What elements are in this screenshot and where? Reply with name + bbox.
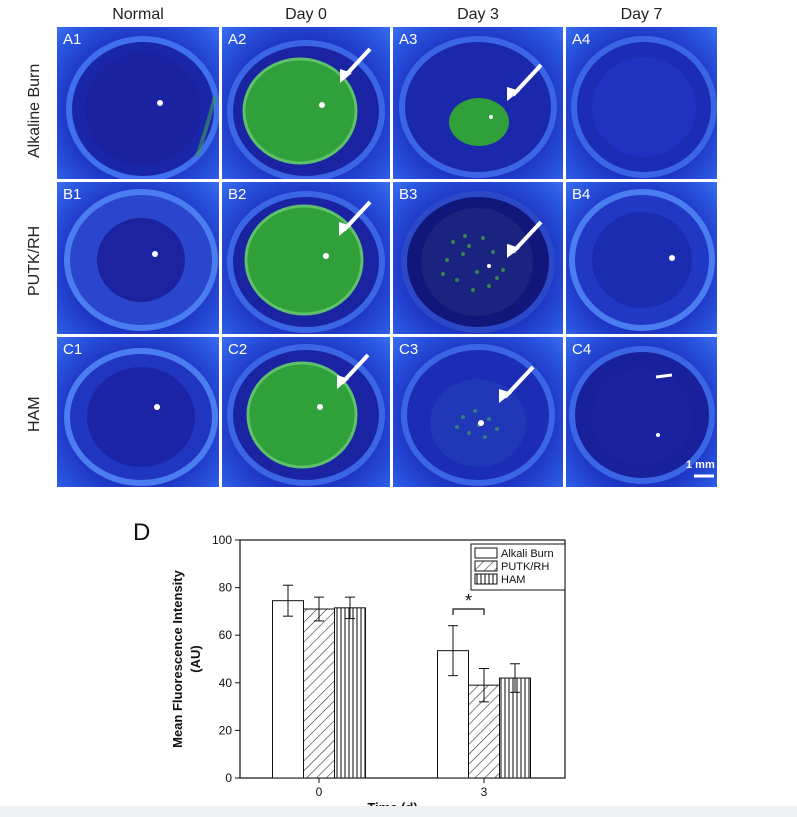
bar-putk-rh-0 xyxy=(303,608,335,779)
panel-b1: B1 xyxy=(57,182,219,334)
panel-a3: A3 xyxy=(393,27,563,179)
eye-a1-image xyxy=(66,36,219,179)
legend-label: PUTK/RH xyxy=(501,561,549,573)
y-tick-label: 40 xyxy=(219,676,233,690)
panel-label-b3: B3 xyxy=(399,186,418,203)
eye-c4-image xyxy=(569,346,715,484)
significance-star: * xyxy=(465,591,472,611)
y-tick-label: 100 xyxy=(212,533,232,547)
eye-c2-image xyxy=(227,344,385,486)
panel-label-b2: B2 xyxy=(228,186,247,203)
legend-swatch xyxy=(474,573,498,585)
panel-b3: B3 xyxy=(393,182,563,334)
legend-swatch xyxy=(474,560,498,572)
y-axis-label: Mean Fluorescence Intensity xyxy=(170,569,185,747)
eye-b2-image xyxy=(227,191,385,333)
panel-label-a4: A4 xyxy=(572,31,591,48)
y-tick-label: 60 xyxy=(219,628,233,642)
eye-a3-image xyxy=(399,36,557,178)
bar-chart-d: D 0 20 40 60 80 100 Mean Fluorescence Intensity… xyxy=(133,519,566,812)
arrow-b3 xyxy=(511,220,543,254)
column-header-day0: Day 0 xyxy=(285,6,327,23)
column-header-day7: Day 7 xyxy=(620,6,663,23)
panel-label-b1: B1 xyxy=(63,186,82,203)
eye-c3-image xyxy=(401,344,555,486)
panel-c2: C2 xyxy=(222,337,390,487)
panel-c1: C1 xyxy=(57,337,219,487)
panel-c4: C4 1 mm xyxy=(566,337,717,487)
panel-label-c4: C4 xyxy=(572,341,592,358)
y-axis-label: (AU) xyxy=(188,645,203,672)
x-tick-label: 0 xyxy=(316,785,323,799)
footer-bar xyxy=(0,806,797,817)
bar-ham-3 xyxy=(499,677,531,779)
legend-swatch xyxy=(474,547,498,559)
panel-a2: A2 xyxy=(222,27,390,179)
panel-label-d: D xyxy=(133,519,150,546)
legend-label: HAM xyxy=(501,574,525,586)
column-header-normal: Normal xyxy=(112,6,164,23)
arrow-c3 xyxy=(503,365,535,399)
y-tick-label: 20 xyxy=(219,723,233,737)
eye-b3-image xyxy=(401,191,555,333)
panel-label-a3: A3 xyxy=(399,31,418,48)
panel-label-c3: C3 xyxy=(399,341,419,358)
eye-c1-image xyxy=(64,348,218,486)
panel-label-c1: C1 xyxy=(63,341,83,358)
eye-a2-image xyxy=(227,40,385,179)
panel-label-a2: A2 xyxy=(228,31,247,48)
significance-bracket xyxy=(452,608,485,616)
eye-b4-image xyxy=(569,189,715,331)
y-tick-label: 0 xyxy=(225,771,232,785)
arrow-a3 xyxy=(511,63,543,97)
panel-b2: B2 xyxy=(222,182,390,334)
panel-b4: B4 xyxy=(566,182,717,334)
panel-label-b4: B4 xyxy=(572,186,591,203)
column-header-day3: Day 3 xyxy=(457,6,499,23)
panel-a1: A1 xyxy=(57,27,219,179)
row-header-putk-rh: PUTK/RH xyxy=(26,225,43,296)
x-tick-label: 3 xyxy=(481,785,488,799)
scale-bar-label: 1 mm xyxy=(686,459,715,471)
legend-label: Alkali Burn xyxy=(501,548,554,560)
row-header-alkaline-burn: Alkaline Burn xyxy=(26,63,43,158)
panel-label-a1: A1 xyxy=(63,31,82,48)
row-header-ham: HAM xyxy=(26,396,43,432)
eye-a4-image xyxy=(571,36,717,178)
bar-ham-0 xyxy=(334,607,366,779)
eye-b1-image xyxy=(64,189,218,331)
image-grid: A1 A2 A3 A4 xyxy=(57,27,717,487)
bar-alkali-burn-0 xyxy=(272,600,304,779)
panel-label-c2: C2 xyxy=(228,341,248,358)
panel-c3: C3 xyxy=(393,337,563,487)
panel-a4: A4 xyxy=(566,27,717,179)
y-tick-label: 80 xyxy=(219,581,233,595)
plot-frame xyxy=(239,539,566,779)
